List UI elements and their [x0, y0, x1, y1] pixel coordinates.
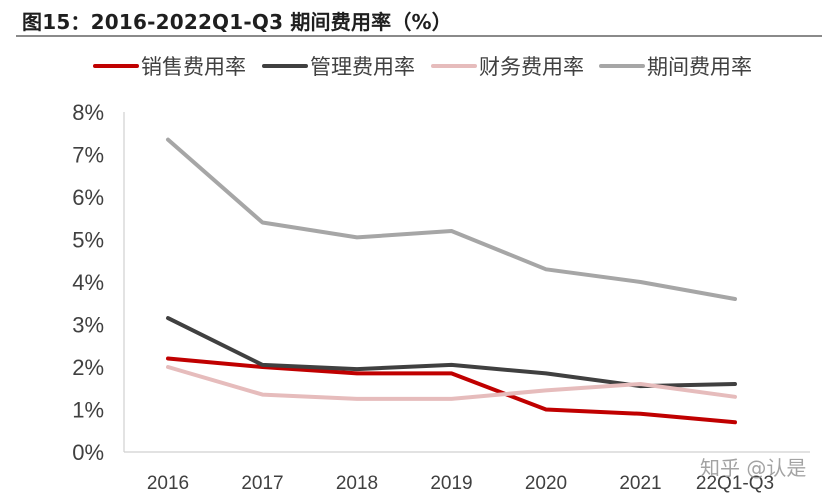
- y-tick-label: 5%: [72, 228, 104, 253]
- series-line-3: [166, 365, 737, 401]
- y-tick-label: 8%: [72, 100, 104, 125]
- series-line-1: [166, 356, 737, 425]
- y-tick-label: 3%: [72, 313, 104, 338]
- x-tick-label: 2017: [241, 473, 283, 494]
- y-tick-label: 0%: [72, 440, 104, 465]
- x-tick-label: 2016: [147, 473, 189, 494]
- legend-label: 管理费用率: [310, 55, 415, 79]
- series-line-2: [166, 316, 737, 389]
- x-tick-label: 22Q1-Q3: [696, 473, 774, 494]
- chart-title: 图15：2016-2022Q1-Q3 期间费用率（%）: [22, 10, 452, 34]
- legend: 销售费用率 管理费用率 财务费用率 期间费用率: [93, 55, 752, 79]
- legend-label: 销售费用率: [141, 55, 246, 79]
- y-axis: 0% 1% 2% 3% 4% 5% 6% 7% 8%: [72, 100, 125, 465]
- x-tick-label: 2019: [430, 473, 472, 494]
- y-tick-label: 4%: [72, 270, 104, 295]
- y-tick-label: 7%: [72, 143, 104, 168]
- y-tick-label: 2%: [72, 355, 104, 380]
- series-lines: [166, 137, 737, 425]
- x-tick-label: 2020: [525, 473, 567, 494]
- x-tick-label: 2021: [619, 473, 661, 494]
- legend-label: 财务费用率: [479, 55, 584, 79]
- x-axis: 2016 2017 2018 2019 2020 2021 22Q1-Q3: [124, 451, 810, 494]
- series-line-4: [166, 137, 737, 301]
- legend-label: 期间费用率: [647, 55, 752, 79]
- y-tick-label: 6%: [72, 185, 104, 210]
- watermark: 知乎 @认是: [700, 456, 807, 480]
- x-tick-label: 2018: [336, 473, 378, 494]
- y-tick-label: 1%: [72, 398, 104, 423]
- title-divider: [16, 35, 822, 37]
